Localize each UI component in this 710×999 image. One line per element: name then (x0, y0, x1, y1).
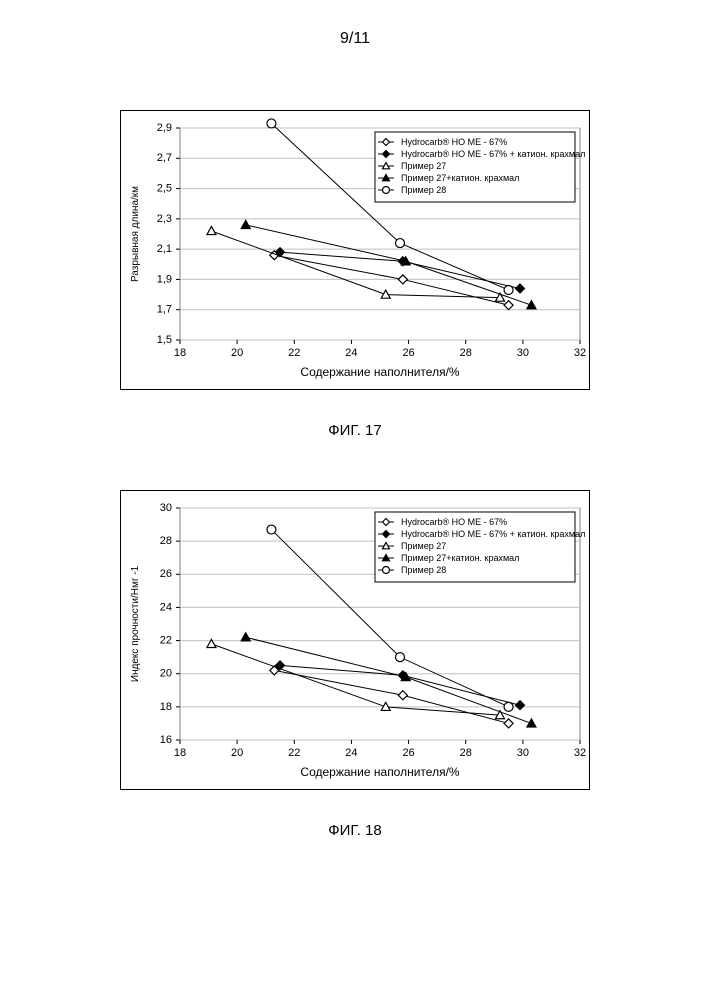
svg-text:26: 26 (402, 347, 414, 359)
svg-text:Пример 27+катион. крахмал: Пример 27+катион. крахмал (401, 173, 519, 183)
svg-text:20: 20 (231, 347, 243, 359)
svg-text:24: 24 (345, 747, 357, 759)
svg-text:Пример 27: Пример 27 (401, 541, 446, 551)
svg-text:Пример 28: Пример 28 (401, 565, 446, 575)
svg-text:Пример 28: Пример 28 (401, 185, 446, 195)
svg-text:Пример 27: Пример 27 (401, 161, 446, 171)
svg-text:20: 20 (160, 668, 172, 680)
svg-text:1,5: 1,5 (157, 334, 172, 346)
svg-text:16: 16 (160, 734, 172, 746)
svg-text:28: 28 (460, 747, 472, 759)
svg-text:Содержание наполнителя/%: Содержание наполнителя/% (300, 365, 459, 379)
svg-text:Hydrocarb® HO ME - 67% + катио: Hydrocarb® HO ME - 67% + катион. крахмал (401, 149, 585, 159)
svg-text:30: 30 (517, 747, 529, 759)
svg-text:22: 22 (288, 747, 300, 759)
svg-text:2,9: 2,9 (157, 122, 172, 134)
svg-text:32: 32 (574, 747, 586, 759)
fig18-chart: 16182022242628301820222426283032Содержан… (120, 490, 590, 790)
svg-text:18: 18 (174, 347, 186, 359)
svg-text:28: 28 (460, 347, 472, 359)
fig18-caption: ФИГ. 18 (0, 822, 710, 839)
svg-text:32: 32 (574, 347, 586, 359)
svg-text:20: 20 (231, 747, 243, 759)
svg-text:2,5: 2,5 (157, 182, 172, 194)
svg-text:2,3: 2,3 (157, 213, 172, 225)
svg-text:18: 18 (174, 747, 186, 759)
svg-text:1,9: 1,9 (157, 273, 172, 285)
svg-text:2,1: 2,1 (157, 243, 172, 255)
fig17-chart: 1,5 1,7 1,9 2,1 2,3 2,5 2,7 2,9 18 20 22 24 26 28 30 32… (120, 110, 590, 390)
svg-text:30: 30 (517, 347, 529, 359)
svg-text:Hydrocarb® HO ME - 67%: Hydrocarb® HO ME - 67% (401, 517, 507, 527)
svg-text:30: 30 (160, 502, 172, 514)
svg-text:22: 22 (288, 347, 300, 359)
svg-text:24: 24 (345, 347, 357, 359)
svg-text:Hydrocarb® HO ME - 67%: Hydrocarb® HO ME - 67% (401, 137, 507, 147)
svg-text:Hydrocarb® HO ME - 67% + катио: Hydrocarb® HO ME - 67% + катион. крахмал (401, 529, 585, 539)
fig17-caption: ФИГ. 17 (0, 422, 710, 439)
svg-text:26: 26 (160, 568, 172, 580)
svg-text:26: 26 (402, 747, 414, 759)
svg-text:2,7: 2,7 (157, 152, 172, 164)
svg-text:1,7: 1,7 (157, 304, 172, 316)
svg-text:22: 22 (160, 634, 172, 646)
svg-text:18: 18 (160, 701, 172, 713)
svg-text:Содержание наполнителя/%: Содержание наполнителя/% (300, 765, 459, 779)
svg-text:24: 24 (160, 601, 172, 613)
page-number: 9/11 (0, 0, 710, 48)
svg-text:Индекс прочности/Нмг -1: Индекс прочности/Нмг -1 (130, 565, 141, 682)
svg-text:28: 28 (160, 535, 172, 547)
svg-text:Пример 27+катион. крахмал: Пример 27+катион. крахмал (401, 553, 519, 563)
svg-text:Разрывная длина/км: Разрывная длина/км (130, 186, 141, 282)
